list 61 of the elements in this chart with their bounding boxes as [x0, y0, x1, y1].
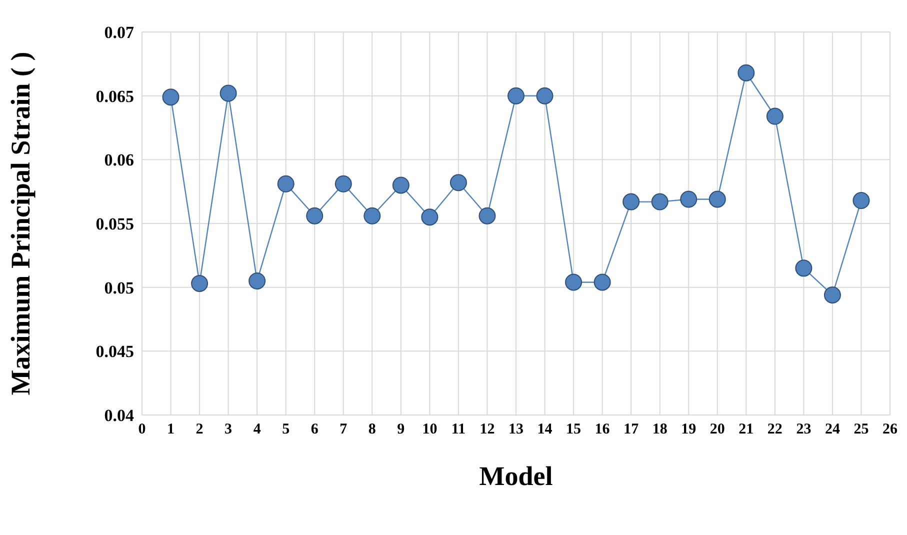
x-tick-label: 11	[451, 422, 466, 438]
x-tick-label: 19	[681, 422, 696, 438]
point	[334, 175, 352, 192]
y-tick-label: 0.06	[104, 150, 134, 170]
x-tick-label: 0	[138, 422, 146, 438]
point	[392, 176, 410, 194]
point	[248, 272, 266, 290]
x-tick-label: 16	[594, 422, 610, 438]
point	[565, 274, 582, 291]
point	[795, 260, 812, 277]
point	[220, 84, 237, 102]
point	[622, 193, 640, 210]
point	[421, 208, 438, 226]
x-tick-label: 8	[368, 422, 376, 438]
point	[450, 174, 467, 192]
y-tick-label: 0.07	[104, 23, 134, 42]
y-tick-label: 0.065	[96, 86, 134, 106]
point	[508, 87, 524, 104]
x-tick-label: 10	[422, 422, 438, 438]
x-tick-label: 3	[224, 422, 232, 438]
x-tick-label: 4	[253, 422, 262, 438]
x-tick-label: 12	[480, 422, 495, 438]
point	[766, 108, 784, 125]
x-tick-label: 20	[710, 422, 725, 438]
point	[536, 87, 554, 104]
point	[364, 207, 381, 224]
point	[680, 190, 698, 208]
x-tick-label: 14	[537, 422, 553, 438]
y-tick-label: 0.04	[104, 406, 134, 426]
x-tick-label: 15	[566, 422, 582, 438]
x-axis-title: Model	[479, 461, 554, 491]
x-tick-label: 23	[796, 422, 812, 438]
y-axis-title: Maximum Principal Strain ( )	[6, 52, 36, 396]
point	[852, 192, 870, 210]
x-tick-label: 17	[624, 422, 640, 438]
point	[191, 275, 208, 292]
y-tick-label: 0.045	[96, 342, 134, 362]
x-tick-label: 9	[397, 422, 405, 438]
y-tick-label: 0.05	[104, 278, 134, 298]
point	[478, 207, 496, 224]
point	[738, 64, 755, 82]
x-tick-label: 13	[508, 422, 524, 438]
x-tick-label: 1	[167, 422, 175, 438]
point	[306, 207, 324, 224]
point	[594, 274, 611, 291]
point	[162, 88, 180, 106]
x-tick-label: 24	[824, 422, 840, 438]
x-tick-label: 22	[767, 422, 782, 438]
point	[824, 286, 841, 304]
point	[651, 193, 668, 210]
x-tick-label: 25	[854, 422, 869, 438]
x-tick-label: 2	[196, 422, 204, 438]
point	[708, 190, 726, 208]
x-tick-label: 26	[882, 422, 898, 438]
x-tick-label: 6	[310, 422, 319, 438]
x-tick-label: 18	[652, 422, 668, 438]
x-tick-label: 21	[738, 422, 754, 438]
x-tick-label: 5	[282, 422, 290, 438]
point	[277, 175, 294, 192]
x-tick-label: 7	[340, 422, 348, 438]
y-tick-label: 0.055	[96, 214, 134, 234]
